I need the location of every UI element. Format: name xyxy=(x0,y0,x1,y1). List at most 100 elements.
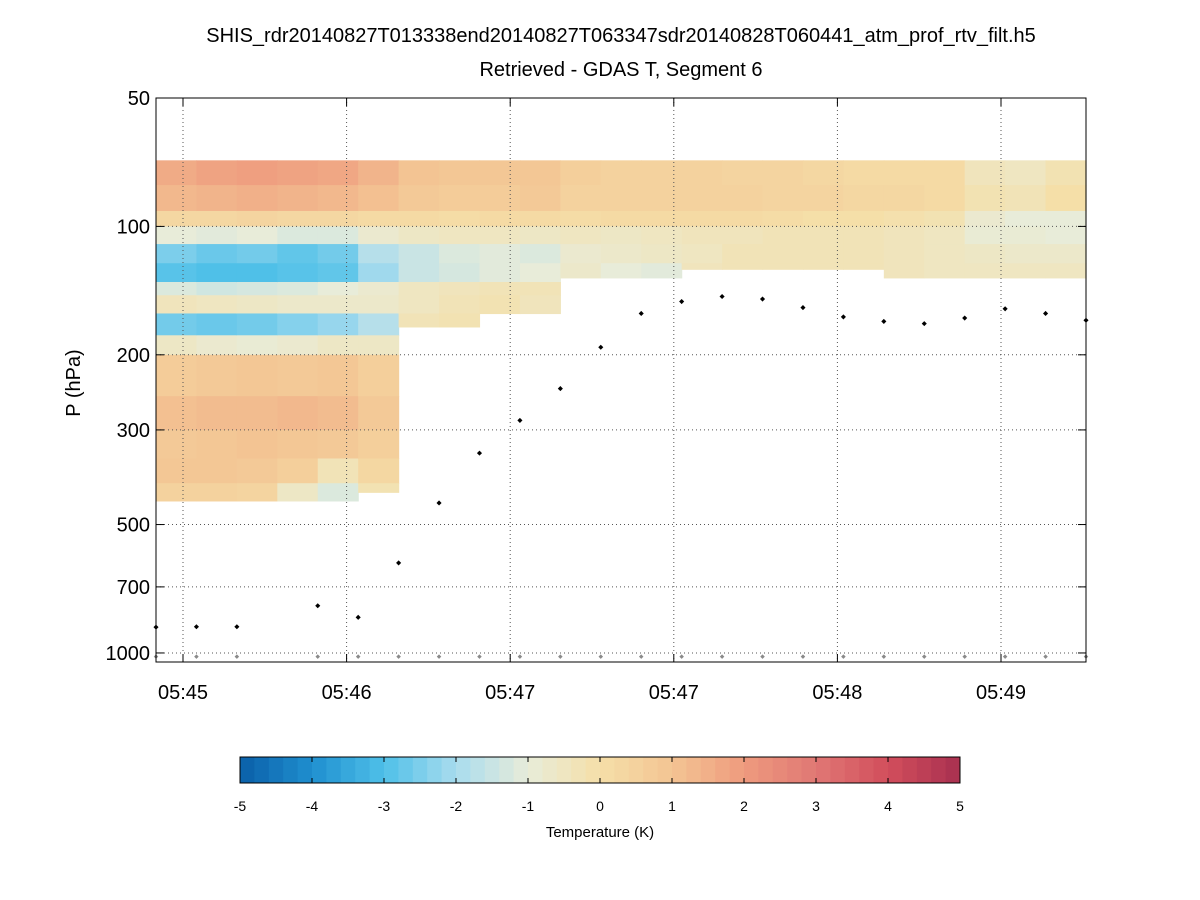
heatmap-cell xyxy=(964,244,1006,264)
heatmap-cell xyxy=(277,282,319,296)
heatmap-cell xyxy=(641,263,683,279)
heatmap-cell xyxy=(317,354,359,397)
colorbar-segment xyxy=(398,757,414,783)
heatmap-cell xyxy=(964,185,1006,212)
heatmap-cell xyxy=(924,263,966,279)
heatmap-cell xyxy=(398,210,440,228)
heatmap-cell xyxy=(236,396,278,431)
heatmap-cell xyxy=(317,185,359,212)
chart-subtitle: Retrieved - GDAS T, Segment 6 xyxy=(479,59,762,81)
x-tick-label: 05:49 xyxy=(976,682,1026,704)
reference-marker xyxy=(477,654,482,659)
heatmap-cell xyxy=(681,263,723,270)
heatmap-cell xyxy=(277,335,319,356)
heatmap-cell xyxy=(439,160,481,186)
colorbar-label: Temperature (K) xyxy=(546,824,654,841)
heatmap-cell xyxy=(398,160,440,186)
heatmap-cell xyxy=(1045,244,1087,264)
heatmap-cell xyxy=(236,244,278,264)
heatmap-cell xyxy=(924,160,966,186)
heatmap-cell xyxy=(236,483,278,502)
heatmap-cell xyxy=(519,226,561,245)
heatmap-cell xyxy=(439,313,481,328)
colorbar-segment xyxy=(484,757,500,783)
heatmap-cell xyxy=(722,244,764,264)
colorbar-segment xyxy=(384,757,399,783)
reference-marker xyxy=(558,654,563,659)
heatmap-cell xyxy=(196,185,238,212)
heatmap-cell xyxy=(398,185,440,212)
heatmap-cell xyxy=(762,244,804,264)
heatmap-cell xyxy=(196,313,238,336)
heatmap-cell xyxy=(236,354,278,397)
heatmap-cell xyxy=(802,244,844,264)
colorbar-segment xyxy=(254,757,270,783)
heatmap-cell xyxy=(1005,244,1047,264)
colorbar-segment xyxy=(686,757,702,783)
heatmap-cell xyxy=(277,458,319,484)
colorbar-gradient xyxy=(240,757,961,783)
heatmap-cell xyxy=(681,244,723,264)
colorbar-tick-label: 5 xyxy=(956,798,964,814)
heatmap-cell xyxy=(519,185,561,212)
x-tick-label: 05:45 xyxy=(158,682,208,704)
heatmap-cell xyxy=(398,295,440,315)
heatmap-cell xyxy=(277,226,319,245)
colorbar-segment xyxy=(729,757,745,783)
heatmap-cell xyxy=(439,295,481,315)
colorbar-segment xyxy=(758,757,774,783)
heatmap-cell xyxy=(156,458,198,484)
heatmap-cell xyxy=(641,226,683,245)
colorbar-segment xyxy=(312,757,327,783)
heatmap-cell xyxy=(358,295,400,315)
heatmap-cell xyxy=(560,263,602,279)
heatmap-cell xyxy=(196,429,238,460)
heatmap-cell xyxy=(439,226,481,245)
colorbar-segment xyxy=(931,757,947,783)
heatmap-cell xyxy=(1045,226,1087,245)
heatmap-cell xyxy=(924,226,966,245)
heatmap-cell xyxy=(439,282,481,296)
heatmap-cell xyxy=(156,185,198,212)
reference-marker xyxy=(1002,654,1008,659)
colorbar-segment xyxy=(369,757,385,783)
heatmap-cell xyxy=(600,244,642,264)
colorbar-segment xyxy=(700,757,716,783)
x-tick-label: 05:47 xyxy=(649,682,699,704)
chart-title: SHIS_rdr20140827T013338end20140827T06334… xyxy=(206,25,1036,47)
heatmap-cell xyxy=(317,396,359,431)
heatmap-cell xyxy=(196,295,238,315)
colorbar-segment xyxy=(859,757,875,783)
heatmap-cell xyxy=(398,226,440,245)
heatmap-cell xyxy=(439,185,481,212)
heatmap-cell xyxy=(519,263,561,283)
heatmap-cell xyxy=(560,226,602,245)
heatmap-cell xyxy=(479,263,521,283)
heatmap-cell xyxy=(156,263,198,283)
reference-marker xyxy=(1043,654,1048,659)
surface-marker xyxy=(921,321,927,327)
colorbar-segment xyxy=(801,757,817,783)
heatmap-cell xyxy=(1045,160,1087,186)
heatmap-cell xyxy=(1005,160,1047,186)
heatmap-cell xyxy=(843,160,885,186)
heatmap-cell xyxy=(843,244,885,264)
heatmap-cell xyxy=(681,226,723,245)
heatmap-cell xyxy=(1005,263,1047,279)
heatmap-cell xyxy=(236,295,278,315)
colorbar-segment xyxy=(787,757,803,783)
heatmap-cell xyxy=(358,160,400,186)
heatmap-cell xyxy=(196,282,238,296)
heatmap-cell xyxy=(358,185,400,212)
surface-marker xyxy=(355,614,361,620)
heatmap-cell xyxy=(439,210,481,228)
heatmap-cell xyxy=(519,282,561,296)
heatmap-cell xyxy=(519,244,561,264)
heatmap-cell xyxy=(560,210,602,228)
heatmap-cell xyxy=(156,354,198,397)
heatmap-cell xyxy=(560,244,602,264)
y-tick-label: 200 xyxy=(117,345,150,367)
colorbar-segment xyxy=(470,757,486,783)
reference-marker xyxy=(355,654,361,659)
heatmap-cell xyxy=(156,210,198,228)
